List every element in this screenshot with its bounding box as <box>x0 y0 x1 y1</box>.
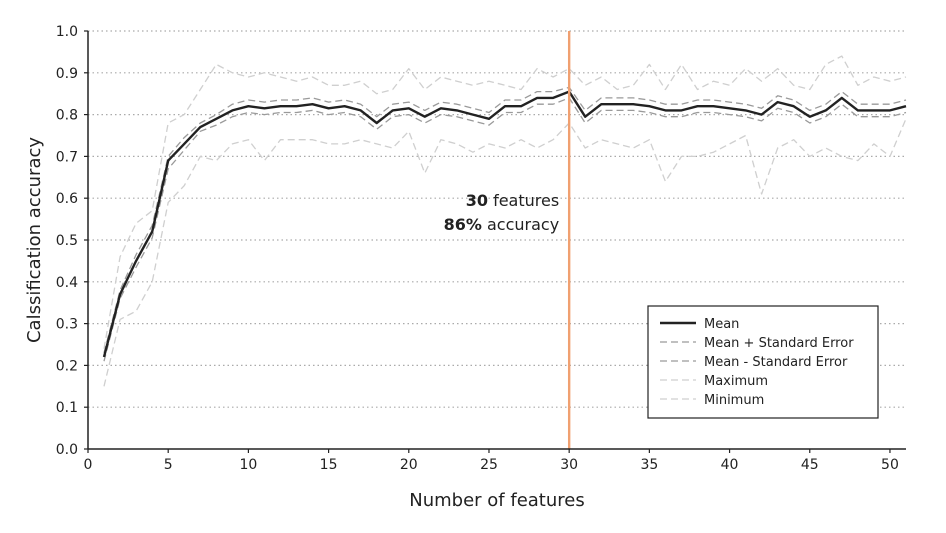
x-tick-label-0: 0 <box>84 457 93 473</box>
y-tick-labels: 0.0 0.1 0.2 0.3 0.4 0.5 0.6 0.7 0.8 0.9 1.0 <box>56 24 78 458</box>
y-tick-label-7: 0.7 <box>56 149 78 165</box>
annotation-accuracy-text: accuracy <box>482 215 559 234</box>
annotation-accuracy: 86% accuracy <box>444 215 560 234</box>
y-tick-label-4: 0.4 <box>56 275 78 291</box>
x-tick-label-8: 40 <box>721 457 739 473</box>
y-tick-label-5: 0.5 <box>56 233 78 249</box>
annotation-features: 30 features <box>466 191 559 210</box>
x-tick-label-6: 30 <box>560 457 578 473</box>
x-tick-label-3: 15 <box>320 457 338 473</box>
x-tick-label-9: 45 <box>801 457 819 473</box>
y-tick-label-1: 0.1 <box>56 400 78 416</box>
annotation-accuracy-value: 86% <box>444 215 482 234</box>
series-line-2 <box>103 97 907 362</box>
y-tick-label-9: 0.9 <box>56 66 78 82</box>
x-tick-label-7: 35 <box>640 457 658 473</box>
legend-label-2: Mean - Standard Error <box>704 355 848 370</box>
series-line-0 <box>102 90 907 358</box>
x-axis-title: Number of features <box>409 490 584 511</box>
x-tick-label-2: 10 <box>239 457 257 473</box>
legend: Mean Mean + Standard Error Mean - Standard… <box>647 305 879 419</box>
x-tick-label-10: 50 <box>881 457 899 473</box>
axes <box>84 30 906 453</box>
y-tick-label-10: 1.0 <box>56 24 78 40</box>
annotation-features-text: features <box>488 191 559 210</box>
series-line-4 <box>103 118 907 387</box>
y-tick-label-6: 0.6 <box>56 191 78 207</box>
legend-label-1: Mean + Standard Error <box>704 336 854 351</box>
legend-label-0: Mean <box>704 317 739 332</box>
series-line-1 <box>103 86 907 354</box>
y-tick-label-3: 0.3 <box>56 317 78 333</box>
legend-items: Mean Mean + Standard Error Mean - Standard… <box>660 317 854 408</box>
y-axis-title: Calssification accuracy <box>24 137 45 343</box>
x-tick-labels: 0 5 10 15 20 25 30 35 40 45 50 <box>84 457 899 473</box>
legend-label-4: Minimum <box>704 393 764 408</box>
y-tick-label-0: 0.0 <box>56 442 78 458</box>
series-line-3 <box>103 55 907 349</box>
x-tick-label-1: 5 <box>164 457 173 473</box>
y-tick-label-8: 0.8 <box>56 108 78 124</box>
y-tick-label-2: 0.2 <box>56 358 78 374</box>
series-lines <box>102 55 907 387</box>
annotation-features-count: 30 <box>466 191 488 210</box>
legend-label-3: Maximum <box>704 374 768 389</box>
x-tick-label-5: 25 <box>480 457 498 473</box>
x-tick-label-4: 20 <box>400 457 418 473</box>
